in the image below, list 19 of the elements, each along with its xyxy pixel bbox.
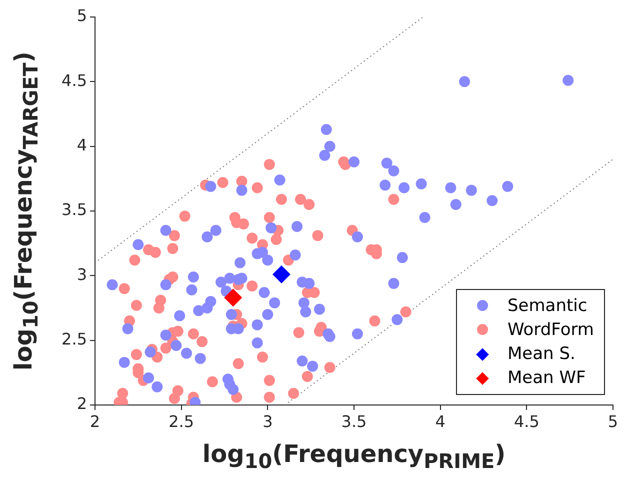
legend-label: Mean S. [507, 344, 576, 364]
x-tick-label: 5 [608, 412, 618, 431]
x-tick-label: 4 [435, 412, 446, 431]
x-tick-label: 4.5 [514, 412, 540, 431]
legend-label: Mean WF [507, 368, 586, 388]
x-tick-label: 3.5 [341, 412, 367, 431]
legend-label: Semantic [507, 296, 588, 316]
y-tick-label: 5 [76, 6, 87, 26]
y-tick-label: 4.5 [62, 70, 87, 90]
legend-label: WordForm [507, 320, 594, 340]
y-tick-label: 2.5 [62, 329, 87, 348]
x-tick-label: 2 [90, 412, 100, 431]
y-tick-label: 4 [76, 135, 87, 154]
y-tick-label: 2 [76, 394, 87, 414]
x-tick-label: 3 [262, 412, 273, 431]
x-axis-title: log$_{10}$(Frequency$_{PRIME}$) [201, 440, 507, 473]
x-tick-label: 2.5 [168, 412, 194, 431]
y-tick-label: 3.5 [62, 200, 87, 220]
y-tick-label: 3 [76, 264, 87, 284]
